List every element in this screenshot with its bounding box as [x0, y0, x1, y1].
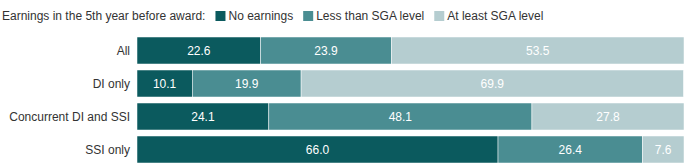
- category-label: All: [117, 44, 130, 58]
- bar-segment: [137, 103, 269, 130]
- bar-segment: [137, 70, 192, 97]
- legend-label: No earnings: [228, 9, 293, 23]
- legend-swatch: [434, 11, 444, 21]
- bar-segment: [532, 103, 684, 130]
- bar-segment: [498, 136, 642, 163]
- data-label: 19.9: [235, 77, 259, 91]
- data-label: 53.5: [526, 44, 550, 58]
- data-label: 10.1: [153, 77, 177, 91]
- legend-label: At least SGA level: [447, 9, 543, 23]
- bar-segment: [137, 136, 498, 163]
- chart: Earnings in the 5th year before award: No…: [0, 0, 687, 165]
- legend-swatch: [303, 11, 313, 21]
- data-label: 27.8: [596, 110, 620, 124]
- data-label: 7.6: [655, 143, 672, 157]
- bar-segment: [192, 70, 301, 97]
- data-label: 22.6: [187, 44, 211, 58]
- legend-label: Less than SGA level: [316, 9, 424, 23]
- data-label: 69.9: [481, 77, 505, 91]
- bar-segment: [642, 136, 684, 163]
- legend: Earnings in the 5th year before award: No…: [2, 9, 543, 23]
- data-label: 23.9: [314, 44, 338, 58]
- bar-segment: [137, 37, 261, 64]
- labels: All 22.6 23.9 53.5 DI only 10.1 19.9 69.9 Concur…: [9, 44, 672, 157]
- bars: [137, 37, 684, 163]
- data-label: 66.0: [306, 143, 330, 157]
- bar-segment: [391, 37, 684, 64]
- category-label: Concurrent DI and SSI: [9, 110, 130, 124]
- data-label: 24.1: [191, 110, 215, 124]
- bar-segment: [301, 70, 683, 97]
- data-label: 48.1: [389, 110, 413, 124]
- category-label: DI only: [93, 77, 130, 91]
- legend-title: Earnings in the 5th year before award:: [2, 9, 205, 23]
- data-label: 26.4: [559, 143, 583, 157]
- category-label: SSI only: [85, 143, 130, 157]
- legend-swatch: [215, 11, 225, 21]
- bar-segment: [261, 37, 392, 64]
- bar-segment: [269, 103, 532, 130]
